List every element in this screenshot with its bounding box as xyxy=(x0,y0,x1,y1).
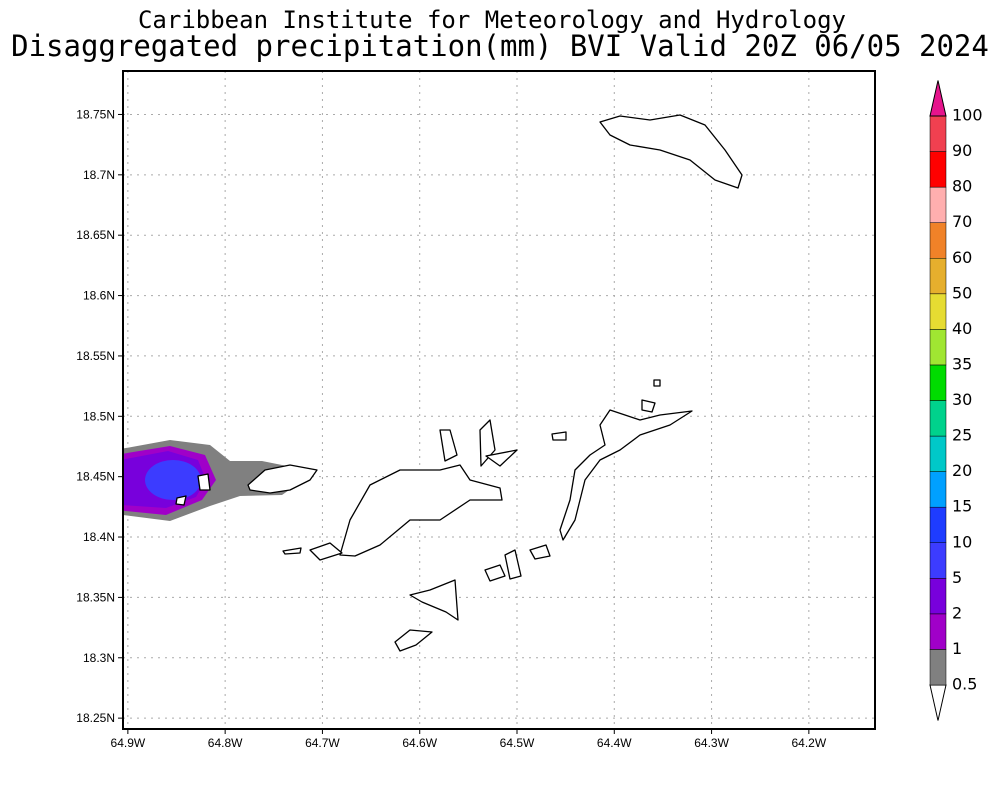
islet xyxy=(485,449,518,467)
y-tick-label: 18.25N xyxy=(76,711,115,725)
colorbar-label: 1 xyxy=(952,639,962,658)
colorbar-segment xyxy=(929,613,947,650)
colorbar-label: 30 xyxy=(952,390,972,409)
islet xyxy=(529,544,551,560)
islet xyxy=(309,542,343,561)
virgin-gorda xyxy=(559,409,693,541)
colorbar-segment xyxy=(929,400,947,437)
map-frame xyxy=(122,70,876,730)
islet xyxy=(197,473,211,491)
x-tick-label: 64.4W xyxy=(597,736,632,750)
colorbar-over xyxy=(929,80,947,117)
colorbar-segment xyxy=(929,258,947,295)
contour xyxy=(145,460,201,500)
islet xyxy=(175,495,187,506)
subtitle: Disaggregated precipitation(mm) BVI Vali… xyxy=(11,29,989,63)
anegada xyxy=(599,114,743,189)
colorbar-segment xyxy=(929,435,947,472)
title: Caribbean Institute for Meteorology and … xyxy=(138,6,846,34)
colorbar-label: 5 xyxy=(952,568,962,587)
x-tick-label: 64.6W xyxy=(402,736,437,750)
colorbar-label: 80 xyxy=(952,177,972,196)
colorbar-segment xyxy=(929,186,947,223)
y-tick-label: 18.5N xyxy=(83,409,115,423)
y-tick-label: 18.6N xyxy=(83,289,115,303)
islet xyxy=(439,429,458,462)
colorbar-segment xyxy=(929,364,947,401)
colorbar-label: 50 xyxy=(952,283,972,302)
y-tick-label: 18.4N xyxy=(83,530,115,544)
islet xyxy=(653,379,661,387)
colorbar-label: 70 xyxy=(952,212,972,231)
colorbar-label: 2 xyxy=(952,603,962,622)
colorbar-label: 25 xyxy=(952,426,972,445)
islet xyxy=(479,419,496,467)
norman-island xyxy=(409,579,459,621)
colorbar-segment xyxy=(929,151,947,188)
y-tick-label: 18.35N xyxy=(76,590,115,604)
y-tick-label: 18.7N xyxy=(83,168,115,182)
precipitation xyxy=(123,440,302,521)
colorbar-label: 90 xyxy=(952,141,972,160)
colorbar-segment xyxy=(929,222,947,259)
x-tick-label: 64.9W xyxy=(111,736,146,750)
tortola xyxy=(339,464,503,557)
jost-van-dyke xyxy=(247,464,318,494)
colorbar-label: 0.5 xyxy=(952,675,977,694)
colorbar-label: 100 xyxy=(952,106,983,125)
colorbar-segment xyxy=(929,578,947,615)
y-tick-label: 18.75N xyxy=(76,107,115,121)
x-tick-label: 64.3W xyxy=(694,736,729,750)
colorbar-label: 60 xyxy=(952,248,972,267)
grid xyxy=(123,71,875,729)
colorbar-segment xyxy=(929,329,947,366)
y-tick-label: 18.45N xyxy=(76,470,115,484)
y-tick-label: 18.55N xyxy=(76,349,115,363)
y-tick-label: 18.65N xyxy=(76,228,115,242)
colorbar-segment xyxy=(929,471,947,508)
colorbar-label: 15 xyxy=(952,497,972,516)
colorbar-segment xyxy=(929,115,947,152)
peter-island xyxy=(484,564,506,582)
islands xyxy=(175,114,743,652)
islet xyxy=(641,399,656,413)
colorbar-label: 20 xyxy=(952,461,972,480)
colorbar-segment xyxy=(929,649,947,686)
colorbar-segment xyxy=(929,506,947,543)
colorbar-segment xyxy=(929,542,947,579)
colorbar-under xyxy=(929,684,947,721)
x-tick-label: 64.2W xyxy=(792,736,827,750)
islet xyxy=(282,547,302,555)
x-tick-label: 64.5W xyxy=(500,736,535,750)
islet xyxy=(394,629,433,652)
y-tick-label: 18.3N xyxy=(83,651,115,665)
colorbar-label: 40 xyxy=(952,319,972,338)
colorbar-label: 35 xyxy=(952,354,972,373)
islet xyxy=(551,431,567,441)
x-tick-label: 64.7W xyxy=(305,736,340,750)
colorbar-segment xyxy=(929,293,947,330)
islet xyxy=(504,549,522,580)
colorbar-label: 10 xyxy=(952,532,972,551)
x-tick-label: 64.8W xyxy=(208,736,243,750)
